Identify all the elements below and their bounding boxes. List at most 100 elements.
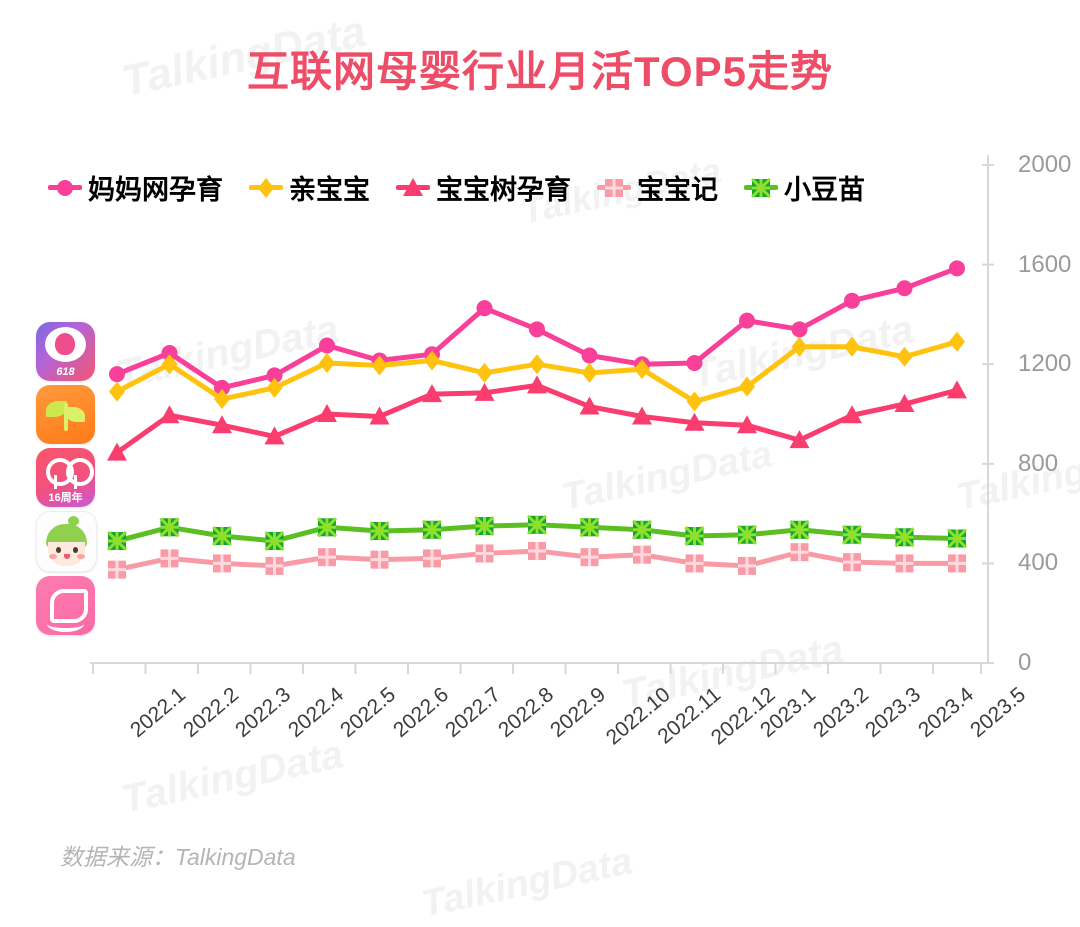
data-point-marker (264, 426, 285, 445)
legend-item-5[interactable]: 小豆苗 (744, 168, 865, 207)
data-point-marker (684, 412, 705, 431)
data-point-marker (258, 177, 274, 198)
data-point-marker (791, 321, 808, 338)
baobaoshu-app-icon: 16周年 (36, 448, 95, 507)
data-point-marker (214, 379, 230, 396)
x-axis-label: 2023.4 (913, 683, 978, 742)
data-point-marker (369, 520, 390, 542)
x-axis-label: 2022.9 (546, 683, 611, 742)
app-icon-list: 618 16周年 (36, 322, 97, 635)
xiaodoumiao-app-icon (36, 511, 97, 572)
legend-item-3[interactable]: 宝宝树孕育 (396, 168, 571, 207)
watermark: TalkingData (687, 307, 918, 397)
data-point-marker (107, 442, 127, 461)
data-point-marker (159, 517, 180, 538)
data-point-marker (108, 560, 126, 579)
data-point-marker (843, 553, 861, 572)
data-point-marker (632, 406, 652, 425)
data-point-marker (750, 177, 772, 198)
legend-label: 亲宝宝 (289, 175, 370, 205)
data-point-marker (371, 352, 388, 369)
x-axis-label: 2022.5 (336, 683, 401, 742)
data-point-marker (474, 382, 495, 401)
legend-marker-triangle-icon (396, 177, 430, 196)
data-point-marker (424, 346, 440, 363)
baobaoshu-badge: 16周年 (48, 492, 83, 504)
y-axis-label: 1600 (1018, 250, 1072, 278)
data-point-marker (211, 525, 233, 547)
watermark: TalkingData (952, 433, 1080, 519)
data-point-marker (160, 549, 179, 568)
qinbaobao-app-icon (36, 385, 95, 444)
legend-item-4[interactable]: 宝宝记 (597, 168, 718, 207)
data-point-marker (739, 376, 755, 397)
watermark: TalkingData (112, 307, 343, 397)
watermark: TalkingData (417, 840, 636, 926)
x-axis-label: 2022.2 (178, 683, 243, 742)
data-point-marker (424, 350, 440, 371)
data-point-marker (896, 346, 913, 367)
data-point-marker (581, 362, 598, 383)
data-point-marker (579, 396, 600, 415)
chart-series-2 (109, 331, 965, 412)
legend-marker-square-plus-icon (597, 178, 631, 197)
data-point-marker (213, 554, 231, 573)
chart-series-3 (107, 375, 967, 461)
data-point-marker (949, 331, 965, 352)
data-point-marker (161, 344, 178, 361)
data-point-marker (738, 556, 756, 575)
watermark: TalkingData (557, 433, 776, 519)
data-point-marker (894, 527, 915, 548)
line-chart-plot (90, 155, 994, 674)
data-point-marker (947, 380, 967, 399)
data-point-marker (316, 517, 338, 538)
y-axis-label: 1200 (1018, 350, 1072, 378)
data-point-marker (685, 554, 704, 573)
data-point-marker (109, 366, 125, 383)
data-point-marker (421, 519, 443, 540)
x-axis-label: 2022.3 (231, 683, 296, 742)
data-point-marker (634, 359, 650, 380)
mamawang-app-icon: 618 (36, 322, 95, 381)
legend-item-2[interactable]: 亲宝宝 (249, 168, 370, 207)
data-point-marker (371, 355, 388, 376)
data-point-marker (631, 519, 653, 540)
data-point-marker (789, 519, 810, 540)
data-point-marker (528, 541, 546, 560)
data-point-marker (634, 356, 650, 373)
data-point-marker (214, 389, 230, 410)
data-point-marker (946, 528, 968, 549)
data-point-marker (474, 515, 495, 537)
data-point-marker (686, 391, 703, 412)
data-point-marker (161, 354, 178, 375)
data-point-marker (318, 548, 336, 567)
data-point-marker (369, 406, 390, 425)
data-point-marker (581, 347, 598, 364)
legend-marker-square-cross-icon (744, 177, 778, 198)
source-note: 数据来源：TalkingData (60, 844, 296, 870)
legend-marker-diamond-icon (249, 177, 283, 198)
legend-label: 宝宝树孕育 (436, 175, 571, 205)
data-point-marker (264, 530, 285, 552)
data-point-marker (159, 405, 180, 424)
x-axis-label: 2022.4 (283, 683, 348, 742)
data-point-marker (266, 367, 283, 384)
data-point-marker (475, 544, 494, 563)
data-point-marker (842, 405, 862, 424)
data-point-marker (370, 550, 389, 569)
legend-marker-circle-icon (48, 179, 82, 196)
x-axis-label: 2022.1 (126, 683, 191, 742)
legend-item-1[interactable]: 妈妈网孕育 (48, 168, 223, 207)
legend-label: 小豆苗 (784, 175, 865, 205)
data-point-marker (57, 179, 73, 196)
data-point-marker (896, 280, 913, 297)
y-axis-label: 800 (1018, 449, 1059, 477)
chart-series-1 (109, 260, 965, 396)
data-point-marker (526, 514, 548, 535)
data-point-marker (790, 543, 809, 562)
watermark: TalkingData (117, 732, 348, 822)
data-point-marker (579, 517, 600, 538)
data-point-marker (106, 530, 128, 552)
mamawang-badge: 618 (56, 366, 75, 378)
data-point-marker (949, 260, 965, 277)
